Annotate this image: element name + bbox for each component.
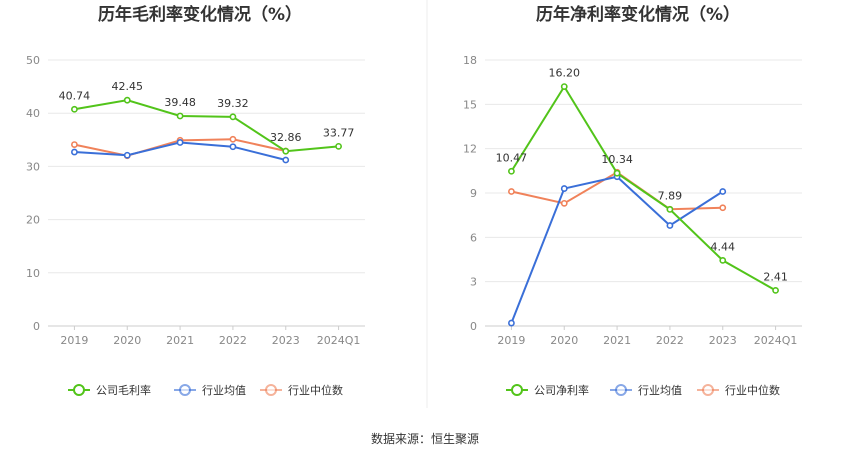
- legend-item-avg[interactable]: 行业均值: [202, 384, 246, 397]
- data-point-avg[interactable]: [229, 143, 237, 151]
- data-point-avg[interactable]: [719, 188, 727, 195]
- data-label: 4.44: [711, 240, 736, 253]
- data-point-median[interactable]: [719, 204, 727, 212]
- legend-swatch-marker: [73, 384, 85, 396]
- x-tick-label: 2019: [497, 334, 525, 347]
- data-label: 16.20: [549, 67, 581, 80]
- data-label: 7.89: [658, 189, 683, 202]
- y-tick-label: 12: [463, 143, 477, 156]
- source-note: 数据来源：恒生聚源: [371, 431, 479, 446]
- data-label: 2.41: [763, 270, 788, 283]
- data-point-company[interactable]: [772, 286, 779, 294]
- chart-title: 历年毛利率变化情况（%）: [98, 4, 302, 25]
- legend-item-median[interactable]: 行业中位数: [725, 383, 780, 397]
- data-point-company[interactable]: [282, 147, 290, 155]
- legend-item-median[interactable]: 行业中位数: [288, 383, 343, 397]
- legend-swatch-marker: [265, 384, 277, 396]
- data-point-company[interactable]: [613, 169, 621, 177]
- x-tick-label: 2019: [60, 334, 88, 347]
- y-tick-label: 20: [26, 214, 40, 227]
- data-label: 10.47: [496, 151, 528, 164]
- chart-title: 历年净利率变化情况（%）: [536, 4, 740, 25]
- data-point-avg[interactable]: [282, 156, 290, 164]
- data-label: 40.74: [59, 89, 91, 102]
- data-point-avg[interactable]: [176, 139, 184, 146]
- data-point-company[interactable]: [123, 96, 131, 104]
- data-point-company[interactable]: [719, 256, 727, 264]
- data-point-company[interactable]: [666, 206, 674, 213]
- legend-swatch-marker: [615, 384, 627, 396]
- x-tick-label: 2023: [709, 334, 737, 347]
- data-point-company[interactable]: [335, 142, 342, 150]
- x-tick-label: 2021: [603, 334, 631, 347]
- x-tick-label: 2022: [219, 334, 247, 347]
- series-line-company: [74, 99, 339, 153]
- data-point-company[interactable]: [71, 105, 78, 113]
- data-point-avg[interactable]: [560, 185, 568, 192]
- data-point-avg[interactable]: [508, 319, 515, 327]
- data-point-median[interactable]: [508, 188, 515, 195]
- y-tick-label: 40: [26, 107, 40, 120]
- data-point-avg[interactable]: [123, 151, 131, 159]
- legend-swatch-marker: [179, 384, 191, 396]
- y-tick-label: 30: [26, 160, 40, 173]
- y-tick-label: 50: [26, 54, 40, 67]
- x-tick-label: 2022: [656, 334, 684, 347]
- data-label: 42.45: [112, 80, 144, 93]
- y-tick-label: 6: [470, 231, 477, 244]
- series-line-company: [510, 84, 777, 292]
- x-tick-label: 2024Q1: [317, 334, 361, 347]
- legend-item-company[interactable]: 公司净利率: [534, 383, 589, 397]
- x-tick-label: 2024Q1: [754, 334, 798, 347]
- y-tick-label: 10: [26, 267, 40, 280]
- x-tick-label: 2023: [272, 334, 300, 347]
- data-label: 33.77: [323, 126, 355, 139]
- data-point-company[interactable]: [229, 113, 237, 121]
- y-tick-label: 0: [33, 320, 40, 333]
- data-label: 10.34: [601, 153, 633, 166]
- y-tick-label: 15: [463, 98, 477, 111]
- y-tick-label: 3: [470, 276, 477, 289]
- data-point-median[interactable]: [560, 199, 568, 207]
- y-tick-label: 18: [463, 54, 477, 67]
- x-tick-label: 2020: [113, 334, 141, 347]
- data-point-company[interactable]: [508, 167, 515, 175]
- data-label: 39.48: [164, 96, 196, 109]
- legend-swatch-marker: [702, 384, 714, 396]
- x-tick-label: 2020: [550, 334, 578, 347]
- data-point-median[interactable]: [71, 141, 78, 148]
- legend-item-avg[interactable]: 行业均值: [638, 384, 682, 397]
- data-point-avg[interactable]: [71, 148, 78, 156]
- data-point-company[interactable]: [176, 112, 184, 120]
- legend-swatch-marker: [511, 384, 523, 396]
- data-label: 32.86: [270, 131, 302, 144]
- data-label: 39.32: [217, 97, 249, 110]
- gross-margin-chart: 历年毛利率变化情况（%） 0 10 20 30 40 50 2019 2020 2021 2022 2…: [26, 4, 365, 397]
- x-tick-label: 2021: [166, 334, 194, 347]
- data-point-median[interactable]: [229, 135, 237, 143]
- net-margin-chart: 历年净利率变化情况（%） 0 3 6 9 12 15 18 2019 2020 2021 2022 20…: [463, 4, 802, 397]
- data-point-company[interactable]: [560, 83, 568, 90]
- y-tick-label: 0: [470, 320, 477, 333]
- legend-item-company[interactable]: 公司毛利率: [96, 383, 151, 397]
- y-tick-label: 9: [470, 187, 477, 200]
- data-point-avg[interactable]: [666, 222, 674, 229]
